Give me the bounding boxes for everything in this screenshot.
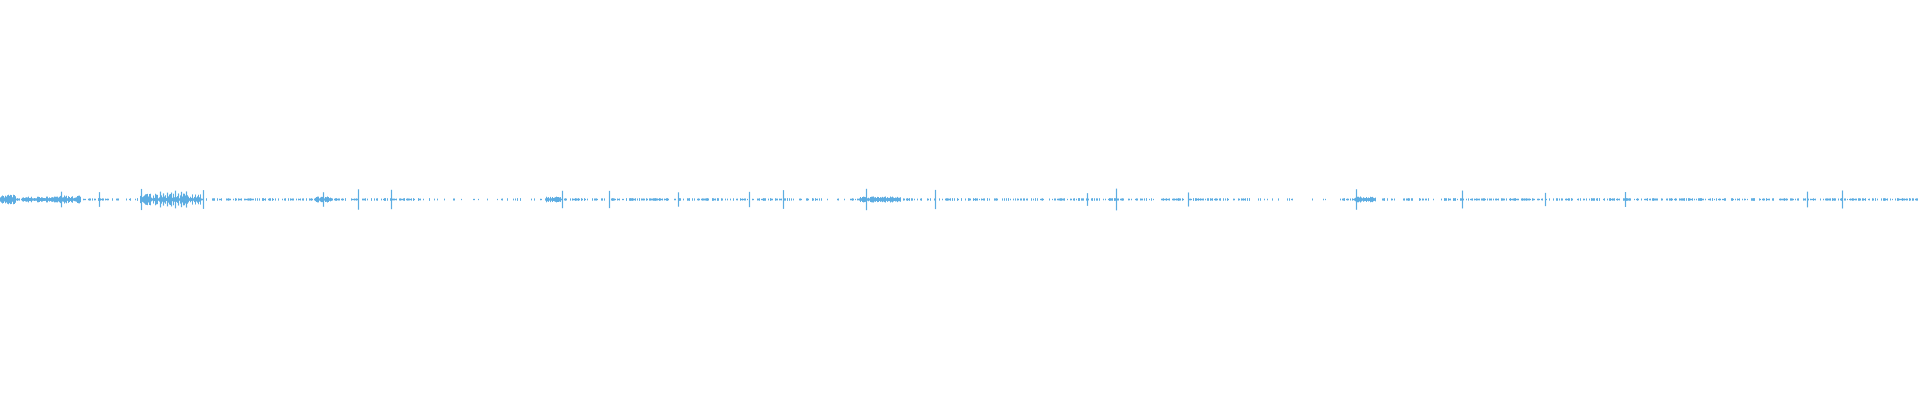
waveform-samples [0,188,1918,211]
waveform-baseline [0,193,1918,206]
